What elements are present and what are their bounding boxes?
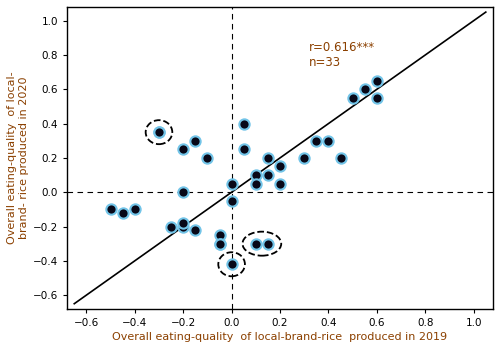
Point bbox=[252, 181, 260, 186]
Point bbox=[155, 129, 163, 135]
Point bbox=[252, 172, 260, 178]
Point bbox=[228, 261, 235, 267]
Point bbox=[252, 241, 260, 246]
Point bbox=[228, 198, 235, 203]
Point bbox=[179, 147, 187, 152]
Point bbox=[179, 190, 187, 195]
Point bbox=[276, 181, 284, 186]
Point bbox=[192, 138, 200, 143]
Point bbox=[300, 155, 308, 161]
Point bbox=[264, 172, 272, 178]
Point bbox=[216, 241, 224, 246]
Point bbox=[312, 138, 320, 143]
X-axis label: Overall eating-quality  of local-brand-rice  produced in 2019: Overall eating-quality of local-brand-ri… bbox=[112, 332, 448, 342]
Point bbox=[228, 181, 235, 186]
Point bbox=[192, 227, 200, 233]
Point bbox=[106, 207, 114, 212]
Point bbox=[264, 155, 272, 161]
Point bbox=[348, 95, 356, 101]
Point bbox=[216, 241, 224, 246]
Y-axis label: Overall eating-quality  of local-
brand- rice produced in 2020: Overall eating-quality of local- brand- … bbox=[7, 72, 28, 244]
Point bbox=[336, 155, 344, 161]
Point bbox=[240, 147, 248, 152]
Point bbox=[361, 87, 369, 92]
Point bbox=[179, 220, 187, 226]
Point bbox=[240, 121, 248, 126]
Point bbox=[131, 207, 139, 212]
Point bbox=[216, 232, 224, 238]
Point bbox=[118, 210, 126, 216]
Point bbox=[167, 224, 175, 229]
Point bbox=[264, 241, 272, 246]
Point bbox=[324, 138, 332, 143]
Point bbox=[204, 155, 212, 161]
Point bbox=[155, 129, 163, 135]
Point bbox=[276, 164, 284, 169]
Point bbox=[373, 95, 381, 101]
Text: r=0.616***
n=33: r=0.616*** n=33 bbox=[309, 41, 375, 69]
Point bbox=[373, 78, 381, 83]
Point bbox=[179, 224, 187, 229]
